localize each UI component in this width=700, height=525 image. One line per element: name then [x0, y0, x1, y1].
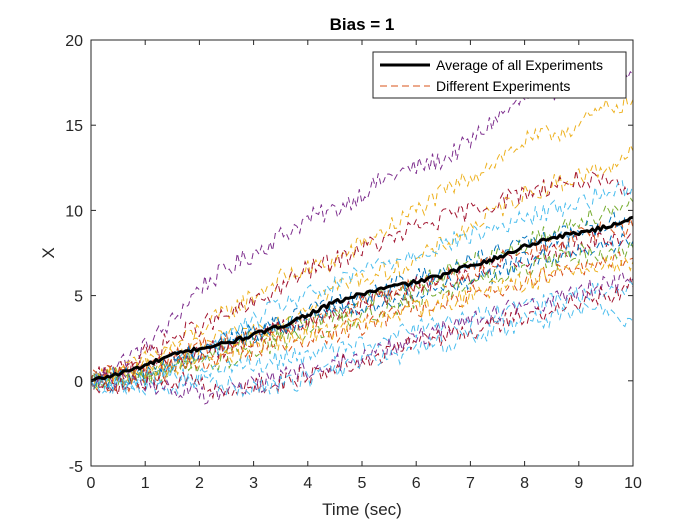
experiment-line-4 — [90, 170, 634, 384]
x-tick-label: 4 — [303, 475, 312, 492]
x-tick-label: 3 — [249, 475, 258, 492]
experiment-line-11 — [90, 239, 634, 390]
experiment-line-15 — [90, 270, 634, 405]
x-tick-label: 7 — [466, 475, 475, 492]
experiment-line-16 — [90, 276, 634, 400]
x-tick-label: 0 — [87, 475, 96, 492]
y-tick-label: 10 — [65, 203, 83, 220]
experiment-line-3 — [90, 143, 634, 388]
chart-title: Bias = 1 — [330, 15, 395, 34]
legend-box — [372, 51, 627, 99]
experiment-line-5 — [90, 179, 634, 396]
experiment-line-14 — [90, 280, 634, 398]
y-tick-label: -5 — [69, 459, 83, 476]
legend: Average of all Experiments Different Exp… — [372, 51, 627, 99]
y-tick-label: 20 — [65, 33, 83, 50]
experiment-line-17 — [90, 302, 634, 398]
experiment-line-13 — [90, 256, 634, 389]
experiment-line-2 — [90, 91, 634, 391]
y-tick-label: 15 — [65, 118, 83, 135]
legend-label-experiments: Different Experiments — [436, 78, 570, 94]
x-tick-label: 8 — [520, 475, 529, 492]
average-line — [90, 215, 634, 383]
average-layer — [90, 215, 634, 383]
x-tick-label: 9 — [574, 475, 583, 492]
x-tick-label: 6 — [412, 475, 421, 492]
x-tick-label: 1 — [141, 475, 150, 492]
y-tick-label: 0 — [74, 374, 83, 391]
y-axis-label: X — [39, 247, 58, 258]
legend-label-average: Average of all Experiments — [436, 57, 603, 73]
experiment-line-12 — [90, 251, 634, 393]
x-tick-label: 5 — [358, 475, 367, 492]
x-tick-label: 10 — [624, 475, 642, 492]
x-tick-label: 2 — [195, 475, 204, 492]
x-axis-label: Time (sec) — [322, 500, 402, 519]
y-tick-label: 5 — [74, 289, 83, 306]
